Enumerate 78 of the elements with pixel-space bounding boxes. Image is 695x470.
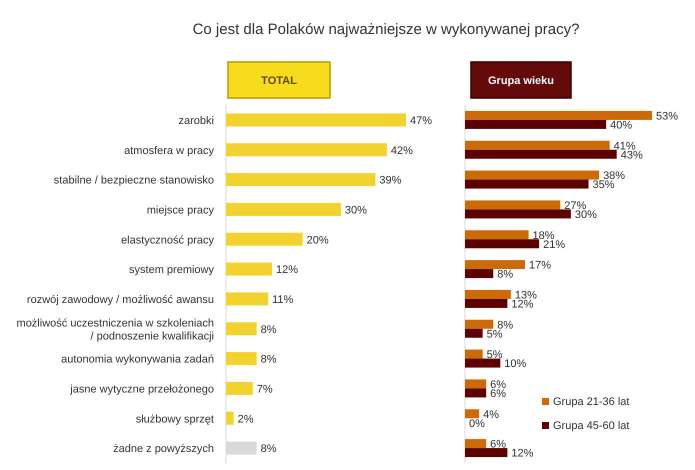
y-tick-label: elastyczność pracy (121, 234, 214, 246)
bar (226, 292, 268, 306)
chart-subtitle: Grupa wieku (488, 75, 554, 87)
bar (465, 110, 652, 120)
data-label: 6% (490, 438, 506, 451)
bar (226, 352, 257, 366)
bar (226, 382, 253, 395)
bar (465, 230, 529, 240)
bar (226, 412, 234, 425)
legend-label: Grupa 45-60 lat (553, 420, 630, 432)
legend-label: Grupa 21-36 lat (553, 396, 630, 408)
bar (465, 448, 508, 458)
y-tick-label: miejsce pracy (146, 204, 214, 216)
bar (465, 239, 540, 248)
bar (465, 298, 508, 308)
data-label: 42% (390, 144, 414, 157)
data-label: 8% (260, 354, 277, 366)
data-label: 17% (528, 260, 552, 272)
data-label: 47% (410, 114, 432, 127)
y-tick-label: możliwość uczestniczenia w szkoleniach / podnoszenie kwalifikacji (16, 317, 214, 342)
bar (465, 379, 486, 388)
y-tick-label: system premiowy (129, 264, 214, 276)
data-label: 10% (504, 358, 527, 370)
bar (226, 232, 303, 246)
chart-title: Co jest dla Polaków najważniejsze w wykonywanej pracy? (192, 21, 580, 38)
y-tick-label: jasne wytyczne przełożonego (69, 383, 214, 396)
bar (226, 262, 272, 276)
data-label: 20% (306, 234, 329, 246)
bar (465, 320, 494, 329)
data-label: 12% (511, 298, 534, 310)
bar (226, 322, 257, 336)
bar (226, 202, 341, 216)
bar (465, 358, 500, 368)
bar (465, 439, 486, 448)
data-label: 12% (511, 448, 534, 460)
bar (465, 409, 480, 418)
y-tick-label: atmosfera w pracy (124, 144, 214, 157)
chart-subtitle: TOTAL (261, 75, 298, 87)
bar (226, 173, 376, 186)
data-label: 21% (543, 238, 566, 251)
bar (465, 209, 571, 218)
data-label: 43% (620, 149, 643, 162)
bar (465, 150, 617, 159)
bar (465, 140, 610, 150)
data-label: 2% (238, 413, 254, 426)
y-tick-label: autonomia wykonywania zadań (61, 354, 214, 366)
data-label: 39% (379, 174, 402, 187)
bar (465, 260, 525, 270)
bar (465, 290, 511, 299)
data-label: 11% (272, 294, 294, 306)
y-tick-label: służbowy sprzęt (136, 413, 214, 426)
y-tick-label: żadne z powyższych (113, 443, 214, 456)
data-label: 40% (610, 119, 632, 132)
data-label: 30% (344, 204, 368, 216)
data-label: 53% (656, 110, 678, 122)
bar (465, 328, 483, 338)
bar (465, 350, 483, 359)
y-tick-label: stabilne / bezpieczne stanowisko (54, 174, 214, 187)
bar (465, 180, 588, 189)
bar (226, 143, 387, 156)
data-label: 8% (260, 324, 277, 336)
data-label: 0% (469, 418, 486, 430)
data-label: 8% (497, 268, 514, 281)
bar (465, 120, 606, 129)
y-tick-label: zarobki (178, 114, 214, 127)
bar (226, 113, 406, 126)
data-label: 5% (486, 349, 503, 362)
data-label: 8% (260, 443, 277, 456)
data-label: 35% (592, 179, 615, 192)
y-tick-label: rozwój zawodowy / możliwość awansu (26, 294, 214, 306)
data-label: 7% (256, 383, 273, 396)
data-label: 12% (276, 264, 298, 276)
bar (465, 200, 560, 210)
bar (465, 388, 486, 398)
bar (465, 269, 494, 278)
bar (465, 170, 600, 180)
data-label: 4% (483, 408, 500, 421)
data-label: 6% (490, 388, 506, 400)
